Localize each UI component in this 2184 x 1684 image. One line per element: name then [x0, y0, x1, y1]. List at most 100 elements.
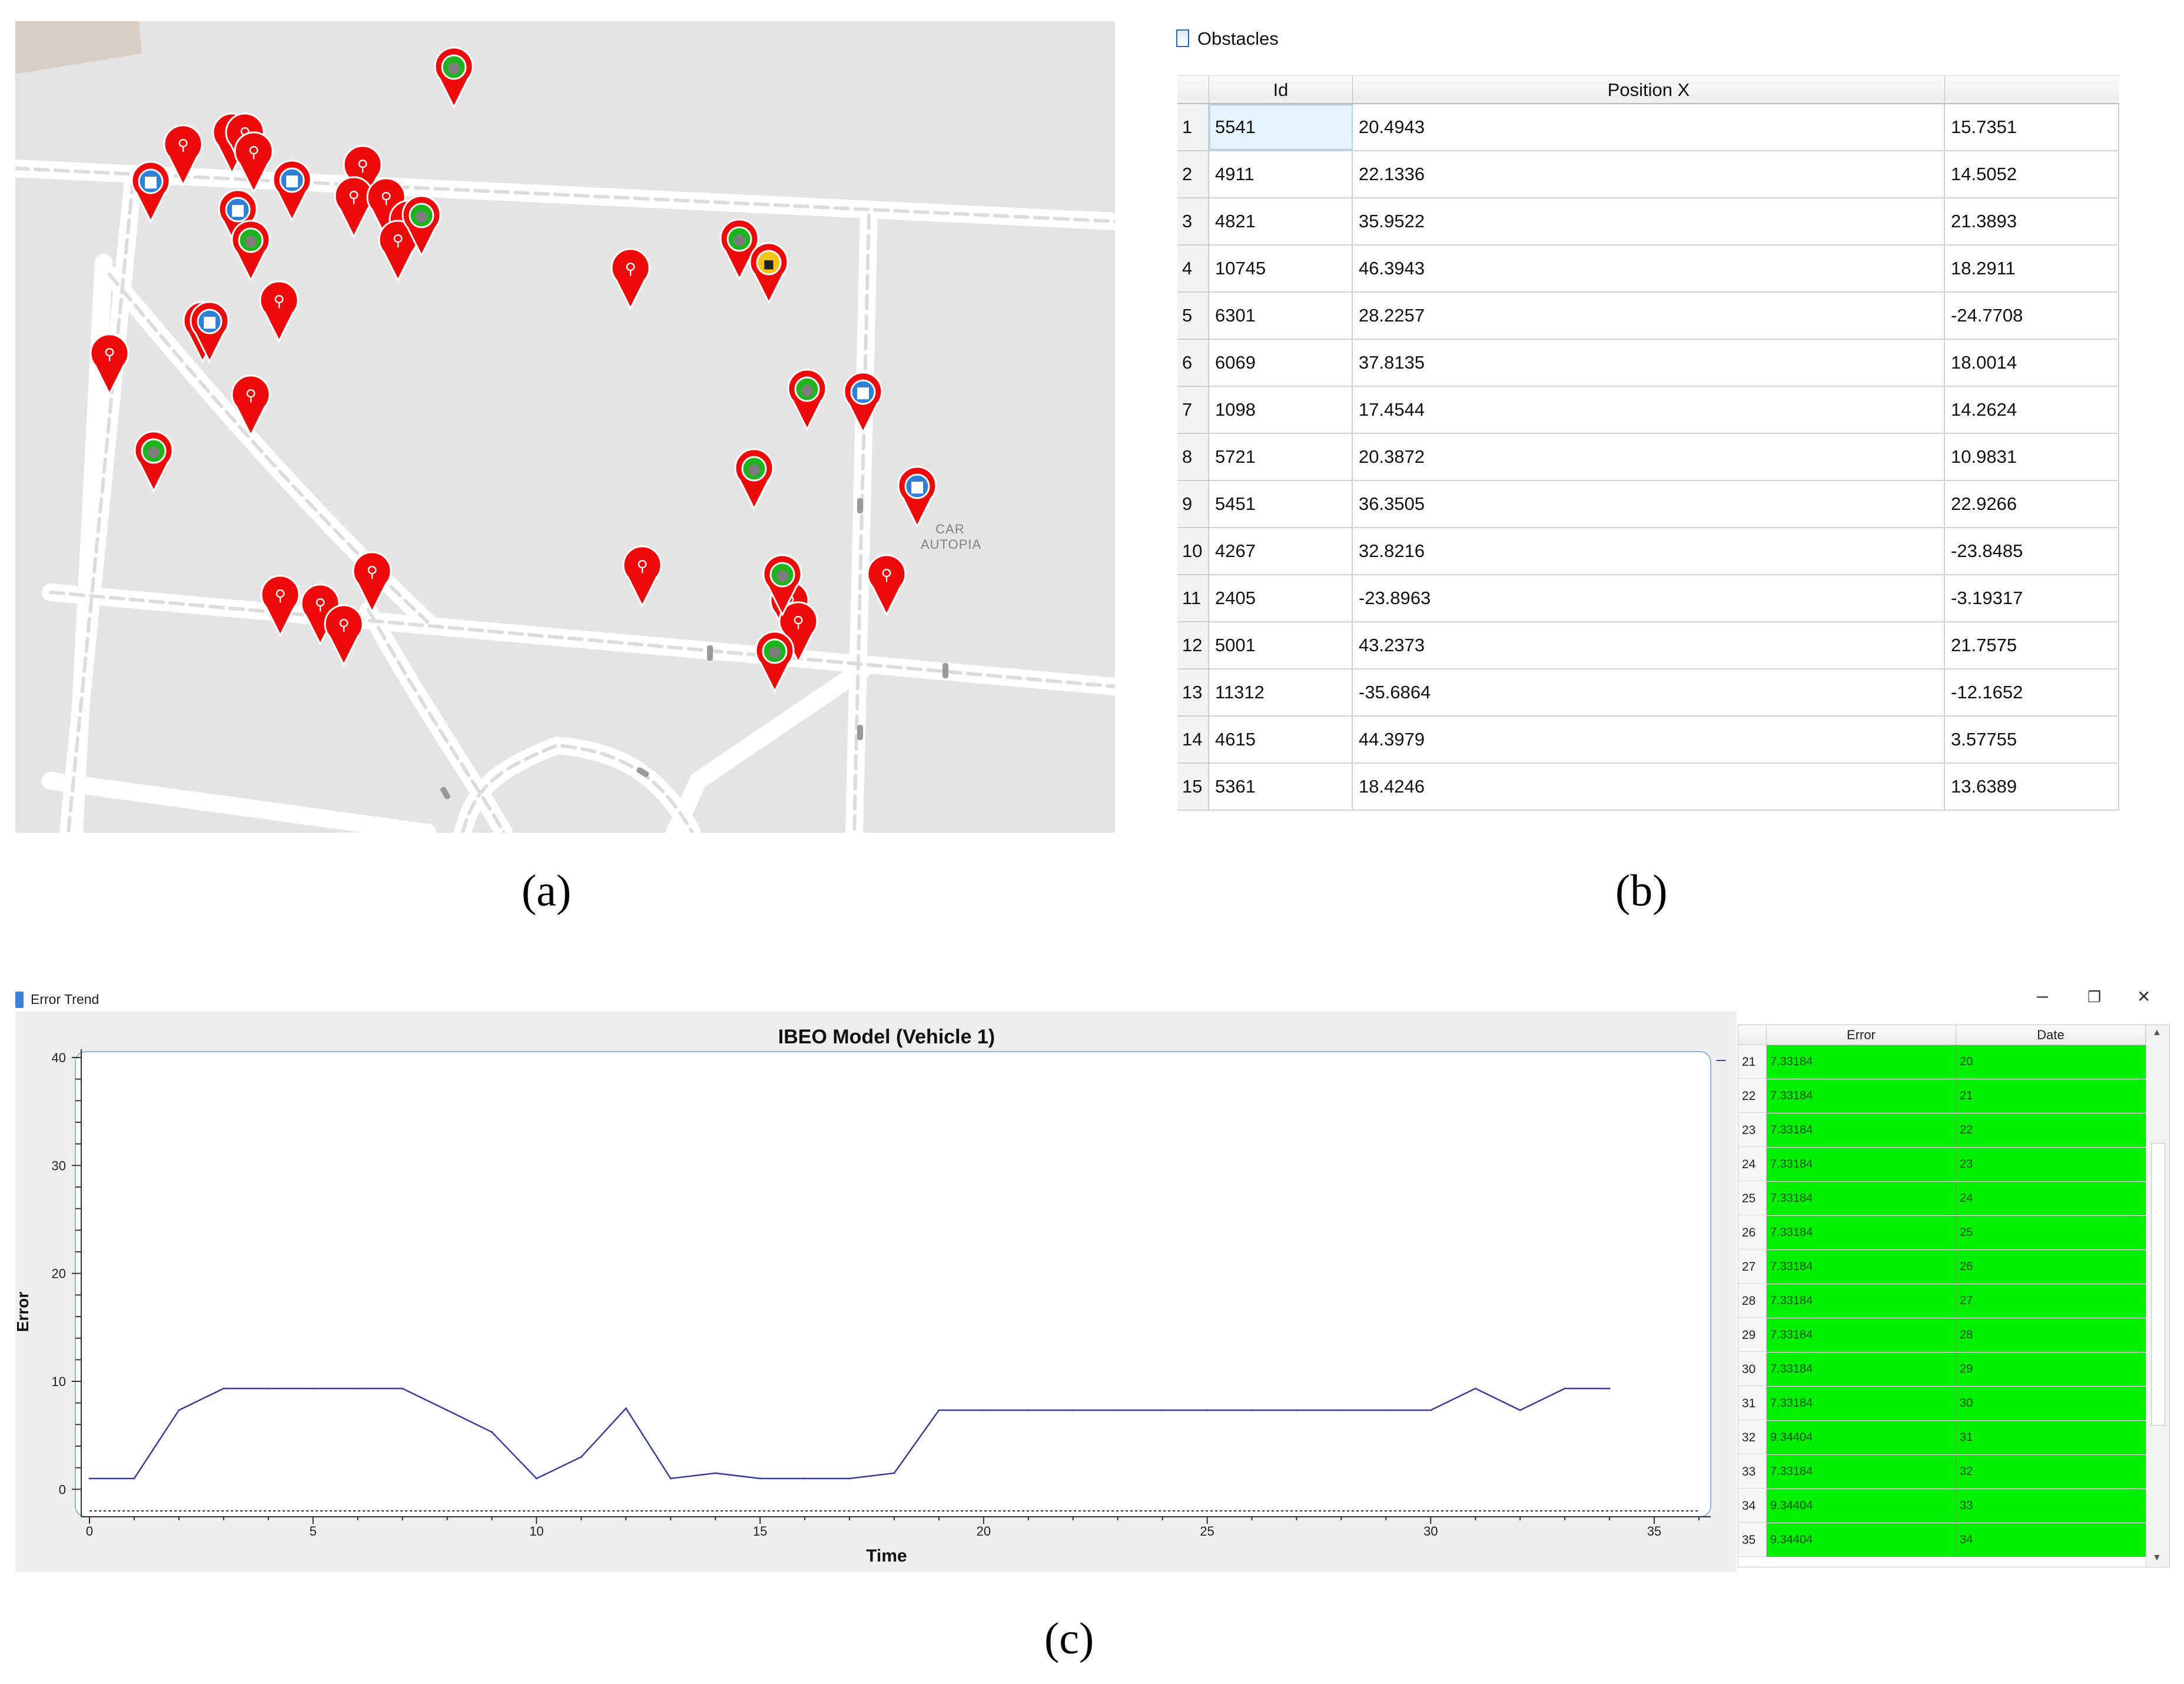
pedestrian-marker-icon[interactable]: ⚲: [324, 604, 364, 667]
pedestrian-marker-icon[interactable]: ⚲: [260, 575, 300, 638]
table-row[interactable]: 34 9.34404 33: [1738, 1489, 2146, 1523]
table-row[interactable]: 13 11312 -35.6864 -12.1652: [1177, 669, 2119, 717]
cell-position-y[interactable]: 21.7575: [1945, 622, 2119, 668]
cell-position-y[interactable]: 15.7351: [1945, 104, 2119, 150]
cell-id[interactable]: 5001: [1209, 622, 1353, 668]
cell-date[interactable]: 33: [1956, 1489, 2146, 1523]
cell-id[interactable]: 4267: [1209, 528, 1353, 574]
cell-position-y[interactable]: 21.3893: [1945, 198, 2119, 244]
cell-date[interactable]: 23: [1956, 1148, 2146, 1181]
row-number[interactable]: 15: [1177, 764, 1209, 810]
cell-id[interactable]: 2405: [1209, 575, 1353, 621]
table-row[interactable]: 31 7.33184 30: [1738, 1387, 2146, 1421]
cell-id[interactable]: 10745: [1209, 246, 1353, 291]
vehicle-marker-icon[interactable]: ■: [190, 301, 230, 364]
row-number[interactable]: 7: [1177, 387, 1209, 433]
row-number[interactable]: 26: [1738, 1216, 1767, 1249]
cell-error[interactable]: 7.33184: [1767, 1250, 1956, 1284]
vehicle-marker-icon[interactable]: ■: [272, 160, 312, 223]
table-row[interactable]: 9 5451 36.3505 22.9266: [1177, 481, 2119, 528]
close-button[interactable]: ✕: [2137, 987, 2151, 1006]
pedestrian-marker-icon[interactable]: ⚲: [867, 554, 907, 617]
unknown-marker-icon[interactable]: ●: [762, 554, 802, 617]
table-row[interactable]: 14 4615 44.3979 3.57755: [1177, 717, 2119, 764]
scroll-thumb[interactable]: [2151, 1143, 2165, 1426]
cell-date[interactable]: 31: [1956, 1421, 2146, 1454]
map-view[interactable]: ⚲⚲⚲⚲⚲⚲⚲⚲⚲⚲⚲⚲⚲⚲⚲⚲⚲⚲⚲⚲⚲⚲■■■■■■●●●●●●●●●■ C…: [15, 21, 1115, 833]
cell-position-x[interactable]: 35.9522: [1353, 198, 1945, 244]
unknown-marker-icon[interactable]: ●: [231, 220, 271, 283]
row-number[interactable]: 32: [1738, 1421, 1767, 1454]
cell-date[interactable]: 25: [1956, 1216, 2146, 1249]
pedestrian-marker-icon[interactable]: ⚲: [334, 176, 374, 239]
pedestrian-marker-icon[interactable]: ⚲: [231, 374, 271, 437]
cell-position-y[interactable]: -24.7708: [1945, 293, 2119, 339]
cell-id[interactable]: 4911: [1209, 151, 1353, 197]
cell-error[interactable]: 7.33184: [1767, 1113, 1956, 1147]
cell-id[interactable]: 5721: [1209, 434, 1353, 480]
cell-id[interactable]: 6069: [1209, 340, 1353, 386]
cell-position-y[interactable]: 14.2624: [1945, 387, 2119, 433]
cell-date[interactable]: 29: [1956, 1352, 2146, 1386]
table-row[interactable]: 5 6301 28.2257 -24.7708: [1177, 293, 2119, 340]
unknown-marker-icon[interactable]: ●: [719, 218, 759, 281]
vehicle-marker-icon[interactable]: ■: [843, 372, 883, 435]
column-header-date[interactable]: Date: [1956, 1025, 2146, 1045]
cell-error[interactable]: 7.33184: [1767, 1455, 1956, 1489]
cell-id[interactable]: 5361: [1209, 764, 1353, 810]
vehicle-marker-icon[interactable]: ■: [897, 466, 937, 529]
cell-date[interactable]: 20: [1956, 1045, 2146, 1079]
cell-position-y[interactable]: 3.57755: [1945, 717, 2119, 763]
cell-position-x[interactable]: 22.1336: [1353, 151, 1945, 197]
cell-id[interactable]: 11312: [1209, 669, 1353, 715]
restore-button[interactable]: ❐: [2087, 988, 2102, 1006]
cell-position-y[interactable]: -3.19317: [1945, 575, 2119, 621]
row-number[interactable]: 31: [1738, 1387, 1767, 1420]
minimize-button[interactable]: –: [2037, 984, 2048, 1007]
cell-error[interactable]: 7.33184: [1767, 1182, 1956, 1215]
table-row[interactable]: 3 4821 35.9522 21.3893: [1177, 198, 2119, 246]
unknown-marker-icon[interactable]: ●: [434, 47, 474, 110]
cell-id[interactable]: 5451: [1209, 481, 1353, 527]
row-number[interactable]: 8: [1177, 434, 1209, 480]
pedestrian-marker-icon[interactable]: ⚲: [89, 333, 130, 396]
row-number[interactable]: 22: [1738, 1079, 1767, 1113]
table-row[interactable]: 15 5361 18.4246 13.6389: [1177, 764, 2119, 811]
cell-position-x[interactable]: 37.8135: [1353, 340, 1945, 386]
unknown-marker-icon[interactable]: ●: [401, 195, 442, 258]
truck-marker-icon[interactable]: ■: [749, 242, 789, 305]
unknown-marker-icon[interactable]: ●: [134, 430, 174, 493]
cell-error[interactable]: 7.33184: [1767, 1216, 1956, 1249]
cell-date[interactable]: 30: [1956, 1387, 2146, 1420]
table-row[interactable]: 28 7.33184 27: [1738, 1284, 2146, 1318]
row-number[interactable]: 35: [1738, 1523, 1767, 1557]
pedestrian-marker-icon[interactable]: ⚲: [366, 177, 406, 240]
cell-position-x[interactable]: 46.3943: [1353, 246, 1945, 291]
row-number[interactable]: 14: [1177, 717, 1209, 763]
cell-position-x[interactable]: 36.3505: [1353, 481, 1945, 527]
row-number[interactable]: 1: [1177, 104, 1209, 150]
table-row[interactable]: 33 7.33184 32: [1738, 1455, 2146, 1489]
row-number[interactable]: 23: [1738, 1113, 1767, 1147]
column-header-id[interactable]: Id: [1209, 76, 1353, 104]
table-row[interactable]: 2 4911 22.1336 14.5052: [1177, 151, 2119, 198]
row-number[interactable]: 34: [1738, 1489, 1767, 1523]
table-row[interactable]: 22 7.33184 21: [1738, 1079, 2146, 1113]
row-number[interactable]: 33: [1738, 1455, 1767, 1489]
column-header-position-x[interactable]: Position X: [1353, 76, 1945, 104]
row-number[interactable]: 21: [1738, 1045, 1767, 1079]
row-number[interactable]: 9: [1177, 481, 1209, 527]
table-row[interactable]: 6 6069 37.8135 18.0014: [1177, 340, 2119, 387]
row-number[interactable]: 24: [1738, 1148, 1767, 1181]
table-row[interactable]: 30 7.33184 29: [1738, 1352, 2146, 1387]
cell-position-y[interactable]: 18.0014: [1945, 340, 2119, 386]
scroll-down-icon[interactable]: ▼: [2152, 1553, 2162, 1563]
pedestrian-marker-icon[interactable]: ⚲: [163, 124, 203, 187]
cell-position-x[interactable]: 20.3872: [1353, 434, 1945, 480]
unknown-marker-icon[interactable]: ●: [787, 369, 827, 432]
row-number[interactable]: 6: [1177, 340, 1209, 386]
table-row[interactable]: 12 5001 43.2373 21.7575: [1177, 622, 2119, 669]
cell-position-x[interactable]: 44.3979: [1353, 717, 1945, 763]
row-number[interactable]: 25: [1738, 1182, 1767, 1215]
scroll-up-icon[interactable]: ▲: [2152, 1027, 2162, 1037]
